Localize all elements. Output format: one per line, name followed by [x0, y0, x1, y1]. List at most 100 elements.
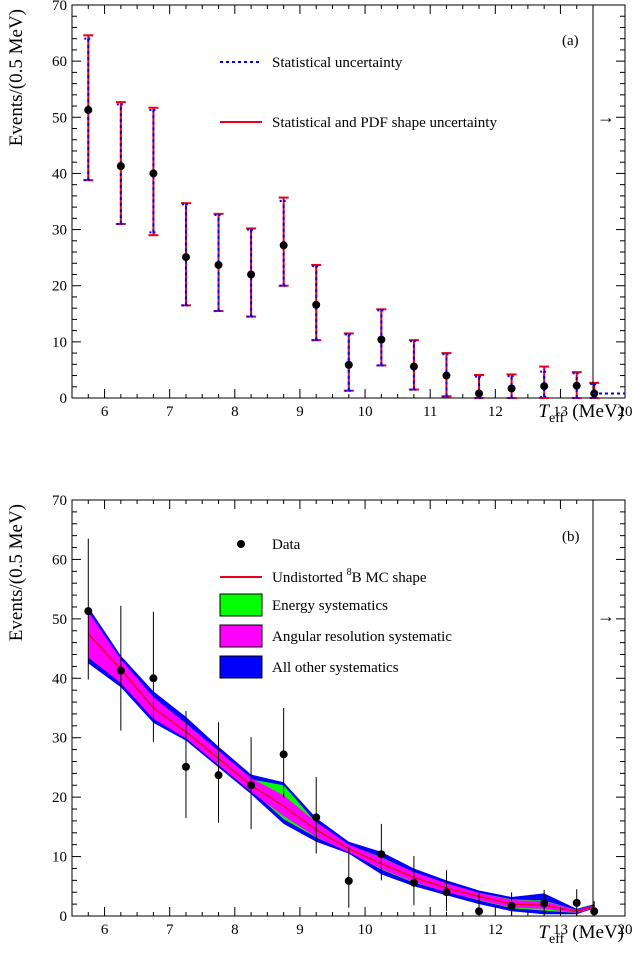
- data-point: [540, 382, 549, 391]
- data-point: [377, 335, 386, 344]
- data-point: [214, 260, 223, 269]
- x-tick-label: 6: [101, 404, 109, 420]
- y-tick-label: 20: [52, 279, 67, 295]
- markers-b: [84, 538, 599, 916]
- data-point: [344, 360, 353, 369]
- data-point: [116, 666, 125, 675]
- panel-label-b: (b): [562, 529, 580, 545]
- band-angular: [88, 611, 595, 914]
- y-tick-label: 50: [52, 110, 67, 126]
- markers-a: [83, 34, 625, 399]
- y-tick-label: 70: [52, 493, 67, 509]
- data-point: [312, 300, 321, 309]
- x-tick-label: 7: [166, 922, 174, 938]
- y-tick-label: 0: [60, 909, 68, 925]
- legend-label-mc-shape: Undistorted 8B MC shape: [272, 567, 427, 586]
- x-tick-label: 13: [553, 922, 568, 938]
- y-tick-label: 70: [52, 0, 67, 14]
- x-tick-label: 6: [101, 922, 109, 938]
- data-point: [409, 362, 418, 371]
- data-point: [181, 253, 190, 262]
- legend-label-stat-pdf: Statistical and PDF shape uncertainty: [272, 115, 497, 131]
- x-tick-label: 13: [553, 404, 568, 420]
- x-tick-label: 11: [423, 922, 437, 938]
- legend-a: Statistical uncertainty Statistical and …: [220, 55, 497, 131]
- x-tick-label: 20: [618, 404, 633, 420]
- y-tick-label: 10: [52, 335, 67, 351]
- data-point: [507, 901, 516, 910]
- systematic-bands-b: [87, 606, 595, 915]
- data-point: [149, 169, 158, 178]
- data-point: [442, 371, 451, 380]
- x-tick-label: 20: [618, 922, 633, 938]
- legend-label-energy: Energy systematics: [272, 598, 388, 614]
- data-point: [540, 899, 549, 908]
- data-point: [116, 162, 125, 171]
- legend-label-statistical: Statistical uncertainty: [272, 55, 403, 71]
- y-tick-label: 10: [52, 850, 67, 866]
- data-point: [84, 105, 93, 114]
- data-point: [475, 907, 484, 916]
- x-tick-label: 7: [166, 404, 174, 420]
- tick-labels-a: 0 10 20 30 40 50 60 70 6 7 8 9 10 11 12 13 20: [52, 0, 633, 420]
- data-point: [475, 389, 484, 398]
- legend-label-data: Data: [272, 537, 301, 553]
- data-point: [247, 270, 256, 279]
- x-tick-label: 8: [231, 922, 239, 938]
- overflow-arrow-a: →: [597, 107, 615, 127]
- x-tick-label: 8: [231, 404, 239, 420]
- data-point: [590, 907, 599, 916]
- y-tick-label: 60: [52, 54, 67, 70]
- y-tick-label: 30: [52, 731, 67, 747]
- legend-label-mc-pre: Undistorted: [272, 570, 347, 586]
- data-point: [279, 750, 288, 759]
- x-axis-label-unit-a: (MeV): [572, 401, 624, 422]
- y-tick-label: 40: [52, 166, 67, 182]
- y-tick-label: 40: [52, 671, 67, 687]
- y-axis-label-b: Events/(0.5 MeV): [6, 504, 27, 641]
- data-point: [409, 878, 418, 887]
- x-tick-label: 9: [296, 922, 304, 938]
- data-point: [507, 384, 516, 393]
- x-tick-label: 10: [358, 404, 373, 420]
- legend-label-mc-post: B MC shape: [352, 570, 427, 586]
- x-axis-label-unit-b: (MeV): [572, 922, 624, 943]
- y-tick-label: 0: [60, 391, 68, 407]
- panel-label-a: (a): [562, 33, 579, 49]
- data-point: [344, 876, 353, 885]
- x-axis-label-b: Teff (MeV): [538, 922, 624, 947]
- legend-label-mc-sup: 8: [347, 567, 352, 578]
- legend-box-energy: [219, 593, 263, 617]
- x-tick-label: 10: [358, 922, 373, 938]
- legend-marker-data: [237, 540, 245, 548]
- data-point: [84, 607, 93, 616]
- y-axis-label-a: Events/(0.5 MeV): [6, 9, 27, 146]
- data-point: [214, 771, 223, 780]
- tick-labels-b: 0 10 20 30 40 50 60 70 6 7 8 9 10 11 12 13 20: [52, 493, 633, 938]
- x-axis-label-sub-b: eff: [549, 932, 565, 947]
- legend-label-other: All other systematics: [272, 660, 399, 676]
- data-point: [279, 241, 288, 250]
- panel-b: 0 10 20 30 40 50 60 70 6 7 8 9 10 11 12 13 20 → (b) Even…: [6, 493, 633, 947]
- data-point: [312, 813, 321, 822]
- data-point: [181, 762, 190, 771]
- x-tick-label: 12: [488, 404, 503, 420]
- y-tick-label: 20: [52, 790, 67, 806]
- data-point: [572, 898, 581, 907]
- x-axis-label-main-a: T: [538, 401, 550, 422]
- x-tick-label: 11: [423, 404, 437, 420]
- y-tick-label: 50: [52, 612, 67, 628]
- legend-b: Data Undistorted 8B MC shape Energy syst…: [219, 537, 452, 679]
- x-tick-label: 9: [296, 404, 304, 420]
- data-point: [442, 888, 451, 897]
- panel-a: 0 10 20 30 40 50 60 70 6 7 8 9 10 11 12 13 20 → (a) Even…: [6, 0, 633, 426]
- band-all-other: [88, 606, 595, 915]
- data-point: [377, 850, 386, 859]
- data-point: [149, 674, 158, 683]
- y-tick-label: 30: [52, 223, 67, 239]
- legend-label-angular: Angular resolution systematic: [272, 629, 452, 645]
- legend-box-other: [219, 655, 263, 679]
- data-point: [247, 781, 256, 790]
- x-axis-label-a: Teff (MeV): [538, 401, 624, 426]
